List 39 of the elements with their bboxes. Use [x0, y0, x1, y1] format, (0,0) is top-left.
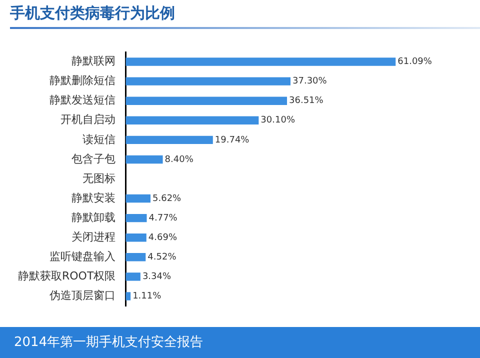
- y-tick-label: 静默安装: [72, 191, 116, 204]
- data-label: 19.74%: [214, 135, 250, 146]
- bar: [126, 292, 131, 300]
- y-tick-label: 开机自启动: [60, 113, 116, 126]
- bar: [126, 155, 163, 164]
- y-tick-label: 静默卸载: [72, 210, 116, 224]
- y-tick-label: 包含子包: [72, 152, 116, 166]
- y-tick-label: 读短信: [82, 132, 116, 146]
- y-tick-label: 伪造顶层窗口: [50, 289, 116, 302]
- data-label: 4.77%: [148, 213, 178, 224]
- bar: [126, 116, 259, 124]
- y-tick-label: 静默发送短信: [50, 94, 116, 107]
- data-label: 8.40%: [164, 154, 194, 165]
- y-tick-label: 无图标: [82, 172, 116, 185]
- bar: [126, 194, 151, 203]
- bar: [126, 77, 291, 86]
- data-label: 30.10%: [260, 116, 296, 126]
- data-label: 3.34%: [142, 272, 172, 282]
- data-label: 1.11%: [132, 292, 162, 302]
- data-label: 4.69%: [148, 232, 178, 243]
- bar: [126, 58, 396, 66]
- bar: [126, 272, 140, 281]
- bar: [126, 136, 213, 144]
- text: 2014年第一期手机支付安全报告: [14, 334, 204, 351]
- bar: [126, 234, 146, 242]
- y-tick-label: 关闭进程: [72, 230, 116, 244]
- data-label: 5.62%: [152, 194, 182, 204]
- y-tick-label: 监听键盘输入: [50, 250, 116, 264]
- bar: [126, 214, 147, 222]
- data-label: 36.51%: [289, 96, 324, 106]
- chart-title: 手机支付类病毒行为比例: [10, 4, 175, 23]
- bar: [126, 253, 146, 262]
- data-label: 61.09%: [398, 57, 432, 68]
- data-label: 37.30%: [292, 76, 328, 87]
- y-tick-label: 静默联网: [72, 54, 116, 68]
- y-tick-label: 静默删除短信: [50, 74, 116, 88]
- data-label: 4.52%: [148, 252, 177, 262]
- y-tick-label: 静默获取ROOT权限: [18, 270, 116, 283]
- bar: [126, 96, 288, 105]
